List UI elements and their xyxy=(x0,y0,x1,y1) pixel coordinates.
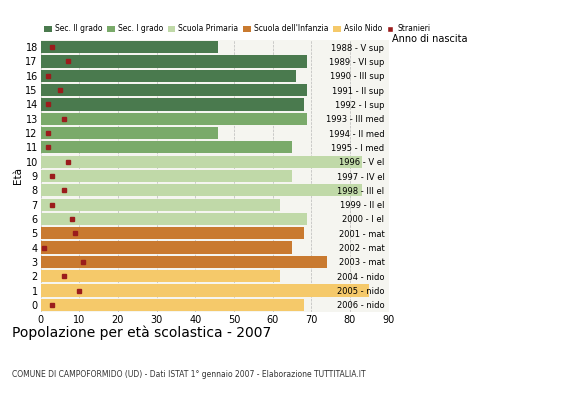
Bar xyxy=(41,170,292,182)
Bar xyxy=(41,98,303,110)
Bar xyxy=(41,213,307,225)
Bar xyxy=(41,70,296,82)
Legend: Sec. II grado, Sec. I grado, Scuola Primaria, Scuola dell'Infanzia, Asilo Nido, : Sec. II grado, Sec. I grado, Scuola Prim… xyxy=(45,24,430,34)
Bar xyxy=(41,198,280,211)
Bar xyxy=(41,299,303,311)
Bar xyxy=(41,284,369,297)
Bar xyxy=(41,184,361,196)
Bar xyxy=(41,127,219,139)
Bar xyxy=(41,227,303,239)
Bar xyxy=(41,141,292,154)
Bar xyxy=(41,156,361,168)
Text: Popolazione per età scolastica - 2007: Popolazione per età scolastica - 2007 xyxy=(12,326,271,340)
Bar xyxy=(41,242,292,254)
Bar xyxy=(41,41,219,53)
Bar xyxy=(41,256,327,268)
Bar xyxy=(41,270,280,282)
Text: Anno di nascita: Anno di nascita xyxy=(392,34,467,44)
Y-axis label: Età: Età xyxy=(13,168,23,184)
Bar xyxy=(41,113,307,125)
Text: COMUNE DI CAMPOFORMIDO (UD) - Dati ISTAT 1° gennaio 2007 - Elaborazione TUTTITAL: COMUNE DI CAMPOFORMIDO (UD) - Dati ISTAT… xyxy=(12,370,365,379)
Bar xyxy=(41,84,307,96)
Bar xyxy=(41,55,307,68)
